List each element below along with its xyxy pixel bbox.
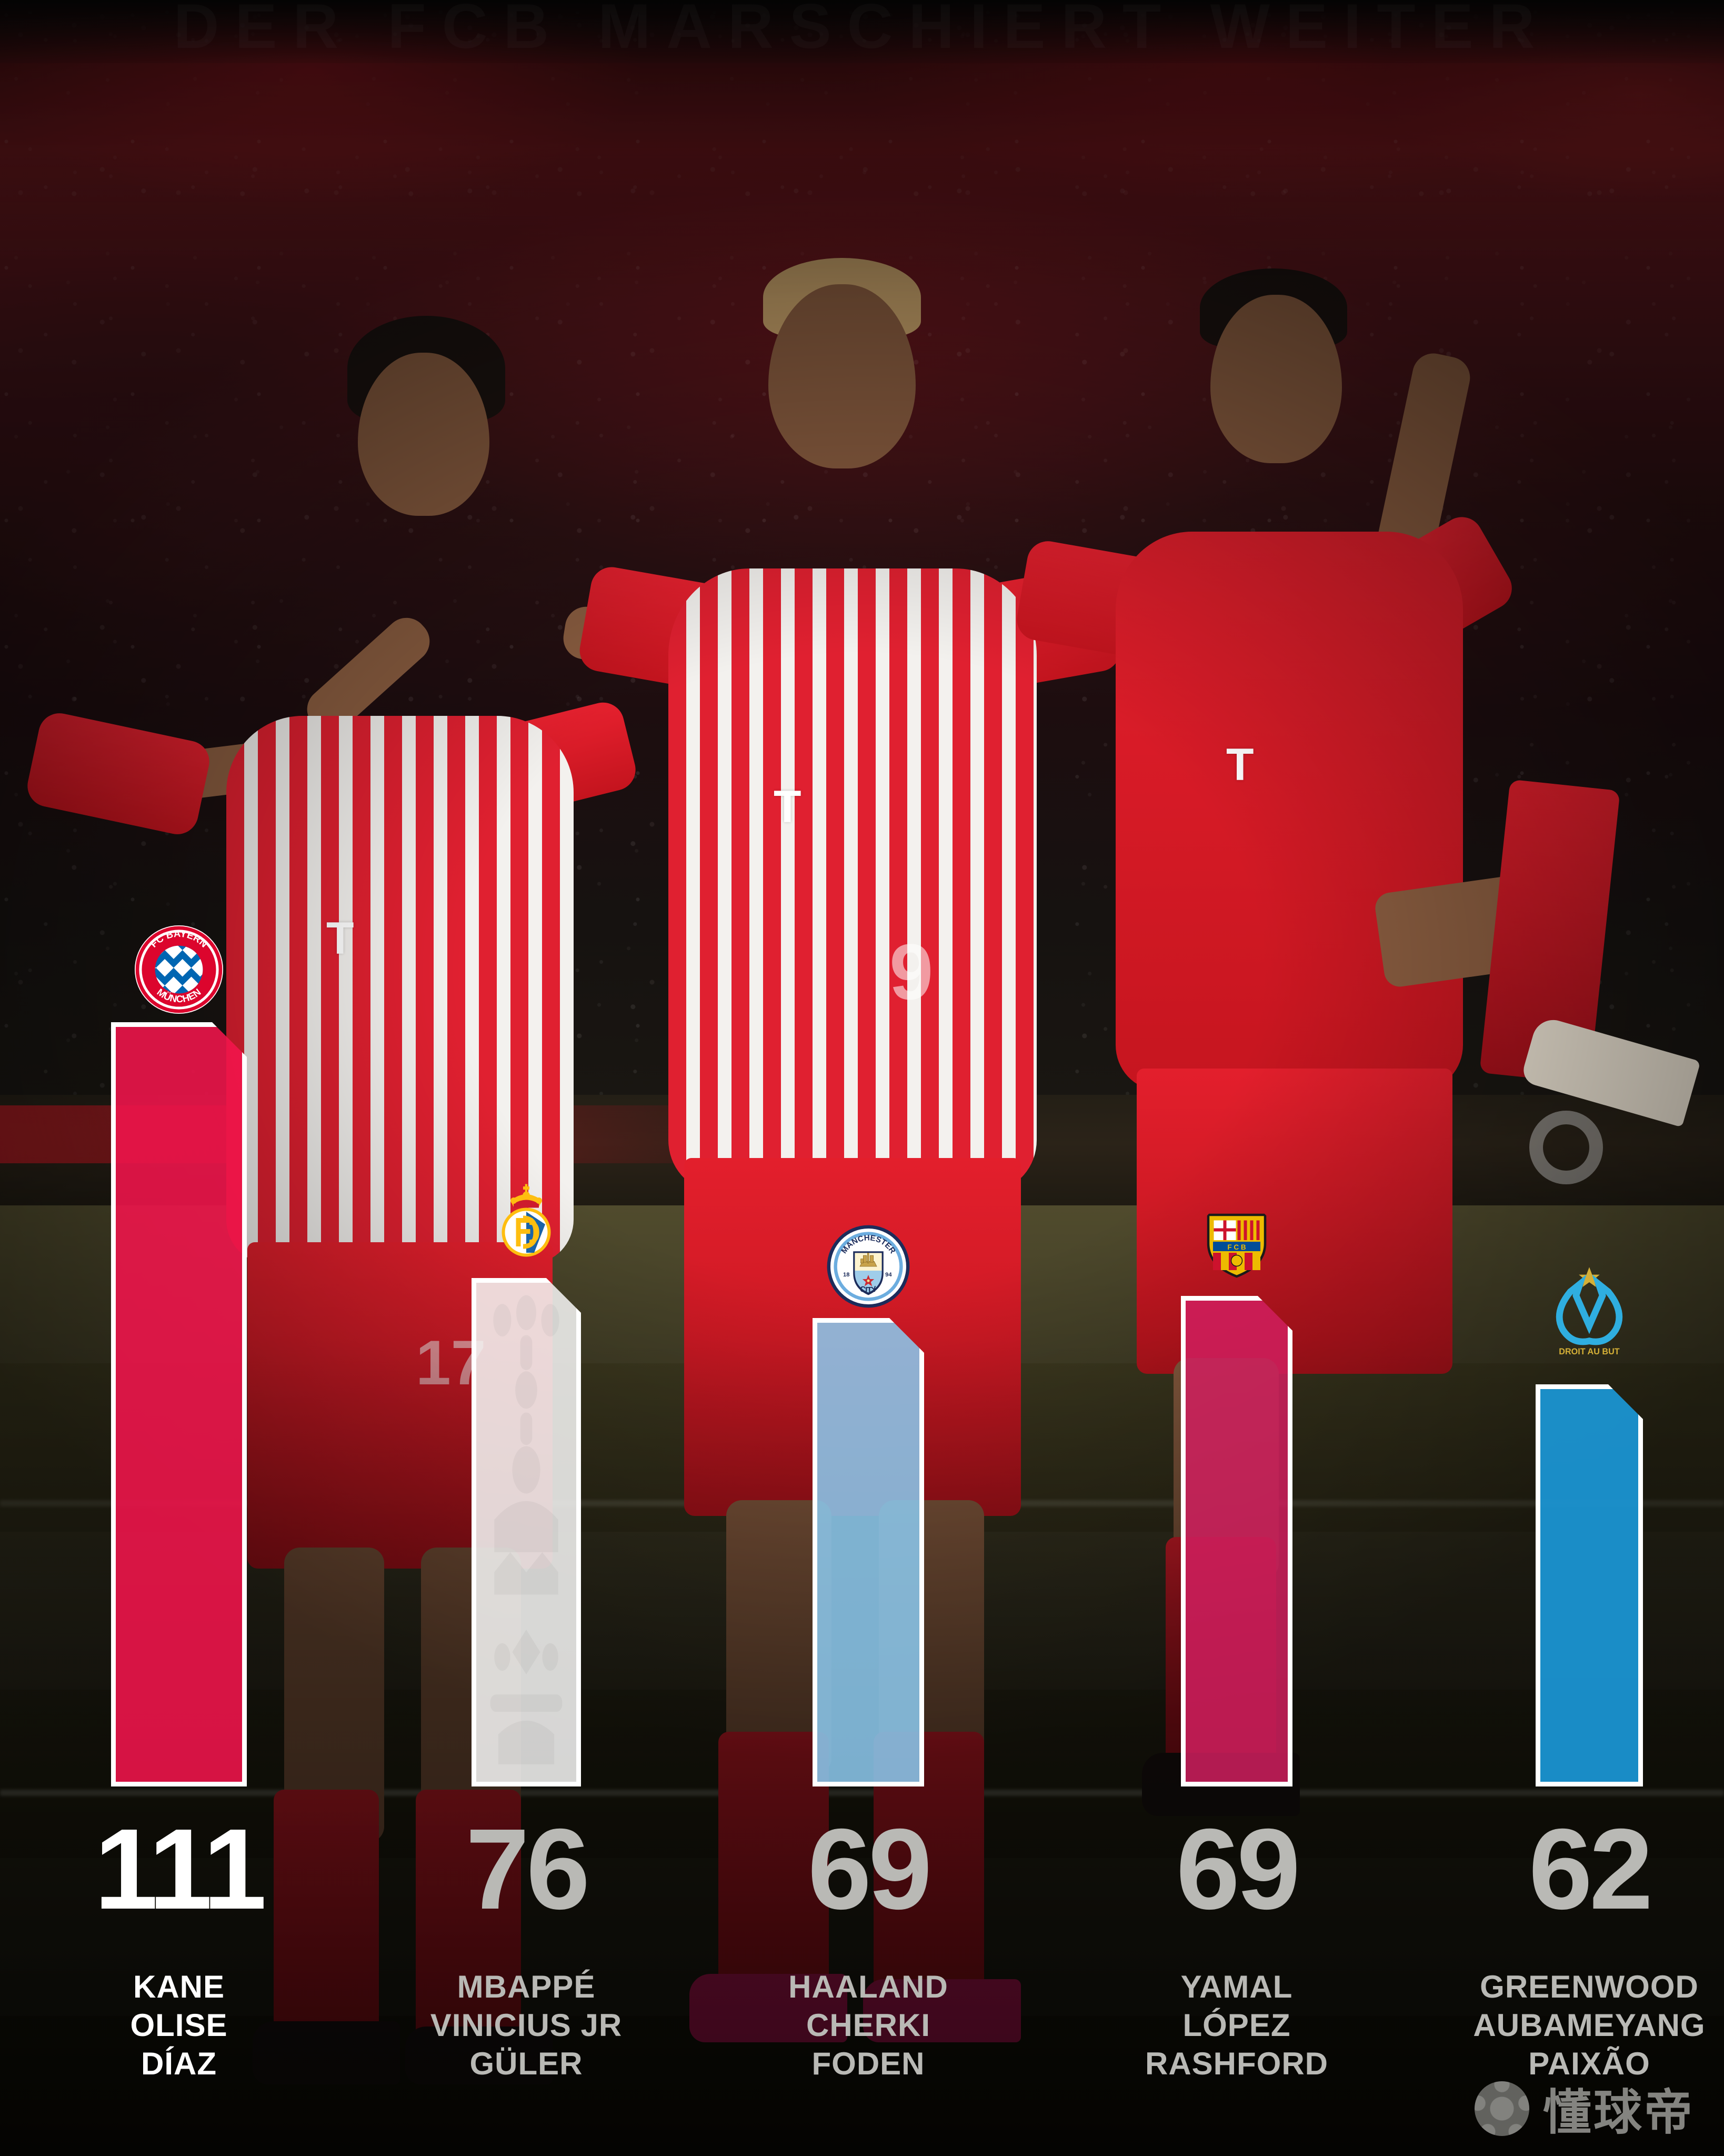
- bar-4: [1181, 1296, 1292, 1786]
- player-name: MBAPPÉ: [457, 1969, 596, 2004]
- bayern-badge-svg: FC BAYERN MÜNCHEN: [135, 926, 223, 1013]
- bar-1-names: KANE OLISE DÍAZ: [130, 1968, 227, 2083]
- player-name: VINICIUS JR: [430, 2008, 623, 2043]
- player-name: KANE: [133, 1969, 225, 2004]
- chart-column-1: FC BAYERN MÜNCHEN 111 KANE OLISE DÍAZ: [63, 0, 295, 2156]
- player-name: PAIXÃO: [1528, 2046, 1650, 2082]
- bar-5-names: GREENWOOD AUBAMEYANG PAIXÃO: [1473, 1968, 1705, 2083]
- real-madrid-badge: [487, 1183, 566, 1262]
- manchester-city-badge: MANCHESTER CITY 18 94: [826, 1224, 910, 1309]
- bar-2: [472, 1278, 581, 1786]
- svg-text:94: 94: [885, 1272, 892, 1278]
- svg-text:DROIT AU BUT: DROIT AU BUT: [1559, 1347, 1620, 1356]
- watermark: 懂球帝: [1474, 2073, 1695, 2143]
- bar-1-value: 111: [94, 1805, 267, 1933]
- player-name: HAALAND: [788, 1969, 948, 2004]
- barcelona-badge-svg: F C B: [1207, 1213, 1267, 1278]
- bar-3: [813, 1318, 924, 1786]
- bar-2-value: 76: [465, 1805, 590, 1933]
- bar-2-crown-watermark: [476, 1283, 576, 1782]
- chart-column-4: F C B 69 YAMAL LÓPEZ RASHFORD: [1121, 0, 1352, 2156]
- bar-1-fill: [116, 1027, 242, 1782]
- watermark-text: 懂球帝: [1542, 2084, 1695, 2141]
- player-name: GREENWOOD: [1480, 1969, 1699, 2004]
- player-name: RASHFORD: [1145, 2046, 1328, 2082]
- man-city-badge-svg: MANCHESTER CITY 18 94: [827, 1225, 910, 1308]
- marseille-badge-svg: DROIT AU BUT: [1556, 1267, 1623, 1356]
- bar-5: [1536, 1384, 1643, 1786]
- bar-1: [111, 1022, 247, 1786]
- olympique-marseille-badge: DROIT AU BUT: [1542, 1263, 1637, 1358]
- bar-3-names: HAALAND CHERKI FODEN: [788, 1968, 948, 2083]
- chart-column-5: DROIT AU BUT 62 GREENWOOD AUBAMEYANG PAI…: [1473, 0, 1705, 2156]
- bar-3-fill: [817, 1323, 919, 1782]
- bar-5-value: 62: [1528, 1805, 1653, 1933]
- player-name: LÓPEZ: [1182, 2008, 1291, 2043]
- bar-4-value: 69: [1176, 1805, 1300, 1933]
- svg-text:CITY: CITY: [859, 1284, 878, 1295]
- player-name: DÍAZ: [141, 2046, 217, 2082]
- svg-text:F C B: F C B: [1227, 1243, 1246, 1251]
- chart-column-3: MANCHESTER CITY 18 94 69 HAALAND CHERKI …: [753, 0, 984, 2156]
- soccer-ball-icon: [1474, 2081, 1529, 2136]
- player-name: GÜLER: [469, 2046, 583, 2082]
- bar-5-fill: [1540, 1389, 1638, 1782]
- fc-barcelona-badge: F C B: [1197, 1202, 1276, 1281]
- player-name: OLISE: [130, 2008, 228, 2043]
- player-name: YAMAL: [1180, 1969, 1293, 2004]
- player-name: CHERKI: [806, 2008, 931, 2043]
- bar-4-names: YAMAL LÓPEZ RASHFORD: [1145, 1968, 1328, 2083]
- bayern-munich-badge: FC BAYERN MÜNCHEN: [135, 925, 223, 1014]
- real-madrid-badge-svg: [502, 1184, 551, 1257]
- bar-2-names: MBAPPÉ VINICIUS JR GÜLER: [430, 1968, 622, 2083]
- bar-2-fill: [476, 1283, 576, 1782]
- bar-3-value: 69: [807, 1805, 932, 1933]
- svg-text:18: 18: [843, 1272, 849, 1278]
- bar-4-fill: [1186, 1301, 1288, 1782]
- player-name: FODEN: [811, 2046, 925, 2082]
- player-name: AUBAMEYANG: [1473, 2008, 1706, 2043]
- chart-column-2: 76 MBAPPÉ VINICIUS JR GÜLER: [410, 0, 642, 2156]
